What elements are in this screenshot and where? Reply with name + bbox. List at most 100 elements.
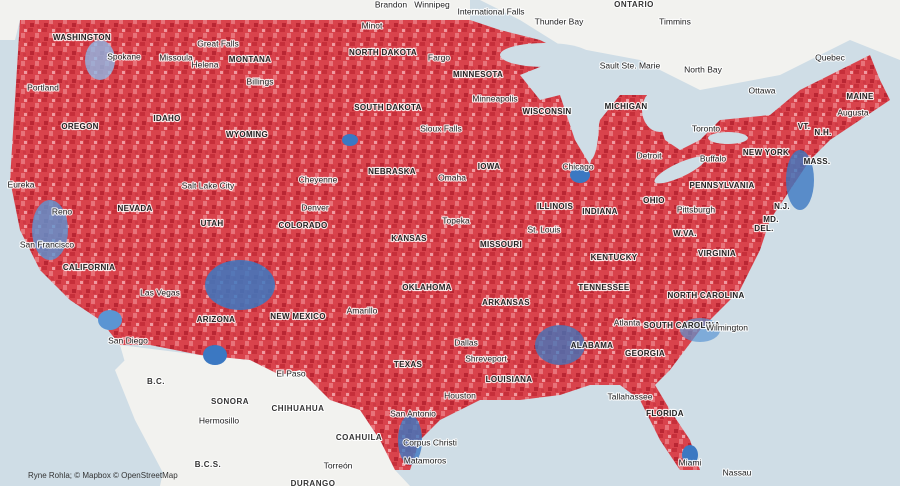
- state-label: NEW MEXICO: [270, 312, 325, 321]
- city-label: Billings: [247, 76, 274, 86]
- blue-area: [535, 325, 585, 365]
- region-label: ONTARIO: [614, 0, 654, 9]
- state-label: IDAHO: [153, 114, 180, 123]
- blue-area: [205, 260, 275, 310]
- city-label: Toronto: [692, 123, 721, 133]
- city-label: El Paso: [276, 368, 306, 378]
- state-label: OREGON: [61, 122, 98, 131]
- state-label: ARKANSAS: [482, 298, 530, 307]
- state-label: MONTANA: [229, 55, 271, 64]
- lake-michigan: [581, 80, 599, 160]
- city-label: Sioux Falls: [420, 123, 462, 133]
- state-label: TEXAS: [394, 360, 423, 369]
- state-label: WASHINGTON: [53, 33, 111, 42]
- city-label: Fargo: [428, 52, 450, 62]
- lake-superior: [500, 43, 590, 67]
- city-label: Reno: [52, 206, 73, 216]
- lakes: [500, 43, 748, 184]
- city-label: Portland: [27, 82, 59, 92]
- city-label: Ottawa: [749, 85, 776, 95]
- city-label: Sault Ste. Marie: [600, 60, 661, 70]
- region-label: CHIHUAHUA: [272, 404, 325, 413]
- city-label: North Bay: [684, 64, 723, 74]
- blue-area: [682, 445, 698, 465]
- lake-ontario: [708, 132, 748, 144]
- state-label: UTAH: [201, 219, 224, 228]
- city-label: Chicago: [562, 161, 593, 171]
- city-label: International Falls: [457, 6, 524, 16]
- state-label: IOWA: [478, 162, 501, 171]
- city-label: Salt Lake City: [182, 180, 235, 190]
- city-label: St. Louis: [527, 224, 560, 234]
- state-label: NEW YORK: [743, 148, 789, 157]
- city-label: Matamoros: [404, 455, 447, 465]
- city-label: Missoula: [159, 52, 193, 62]
- city-label: San Diego: [108, 335, 148, 345]
- city-label: Cheyenne: [299, 174, 338, 184]
- city-label: Quebec: [815, 52, 846, 62]
- state-label: SOUTH DAKOTA: [354, 103, 421, 112]
- city-label: Minneapolis: [472, 93, 517, 103]
- region-label: SONORA: [211, 397, 249, 406]
- city-label: Nassau: [723, 467, 752, 477]
- city-label: Eureka: [8, 179, 35, 189]
- blue-area: [398, 415, 422, 465]
- blue-area: [342, 134, 358, 146]
- state-label: VT.: [798, 122, 810, 131]
- state-label: NEBRASKA: [368, 167, 416, 176]
- mexico-land: [120, 345, 410, 486]
- city-label: Wilmington: [706, 322, 748, 332]
- state-label: MD.: [763, 215, 779, 224]
- state-label: ILLINOIS: [537, 202, 574, 211]
- state-label: GEORGIA: [625, 349, 665, 358]
- state-label: WYOMING: [226, 130, 268, 139]
- state-label: NEVADA: [118, 204, 153, 213]
- blue-area: [98, 310, 122, 330]
- state-label: MISSOURI: [480, 240, 522, 249]
- state-label: LOUISIANA: [486, 375, 533, 384]
- region-label: B.C.S.: [195, 460, 222, 469]
- blue-area: [680, 318, 720, 342]
- us-counties: [10, 20, 890, 470]
- region-label: B.C.: [147, 377, 165, 386]
- city-label: Minot: [362, 20, 383, 30]
- city-label: Detroit: [636, 150, 662, 160]
- state-label: ALABAMA: [571, 341, 614, 350]
- city-label: Houston: [444, 390, 476, 400]
- state-label: PENNSYLVANIA: [689, 181, 754, 190]
- state-label: SOUTH CAROLINA: [644, 321, 721, 330]
- city-label: Hermosillo: [199, 415, 239, 425]
- state-label: DEL.: [754, 224, 773, 233]
- state-label: WISCONSIN: [523, 107, 572, 116]
- region-label: DURANGO: [291, 479, 336, 486]
- city-label: Helena: [192, 59, 219, 69]
- state-label: NORTH DAKOTA: [349, 48, 417, 57]
- city-label: Augusta: [837, 107, 868, 117]
- lake-erie: [654, 156, 706, 184]
- state-label: OKLAHOMA: [402, 283, 452, 292]
- city-label: Winnipeg: [414, 0, 450, 9]
- blue-area: [32, 200, 68, 260]
- labels: WASHINGTON MONTANA NORTH DAKOTA MINNESOTA SO…: [6, 0, 874, 486]
- city-label: Tallahassee: [608, 391, 653, 401]
- state-label: KANSAS: [391, 234, 427, 243]
- state-label: N.H.: [814, 128, 831, 137]
- city-label: Great Falls: [197, 38, 239, 48]
- state-label: ARIZONA: [197, 315, 236, 324]
- city-label: Pittsburgh: [677, 204, 716, 214]
- baja-land: [115, 360, 210, 486]
- state-label: MICHIGAN: [605, 102, 648, 111]
- state-label: VIRGINIA: [698, 249, 736, 258]
- city-label: Dallas: [454, 337, 478, 347]
- city-label: Torreón: [324, 460, 353, 470]
- state-label: MAINE: [846, 92, 874, 101]
- state-label: KENTUCKY: [591, 253, 638, 262]
- state-label: INDIANA: [582, 207, 617, 216]
- state-label: MINNESOTA: [453, 70, 503, 79]
- state-label: TENNESSEE: [578, 283, 630, 292]
- democratic-areas: [32, 40, 814, 465]
- city-label: Denver: [301, 202, 329, 212]
- city-label: Thunder Bay: [535, 16, 584, 26]
- blue-area: [85, 40, 115, 80]
